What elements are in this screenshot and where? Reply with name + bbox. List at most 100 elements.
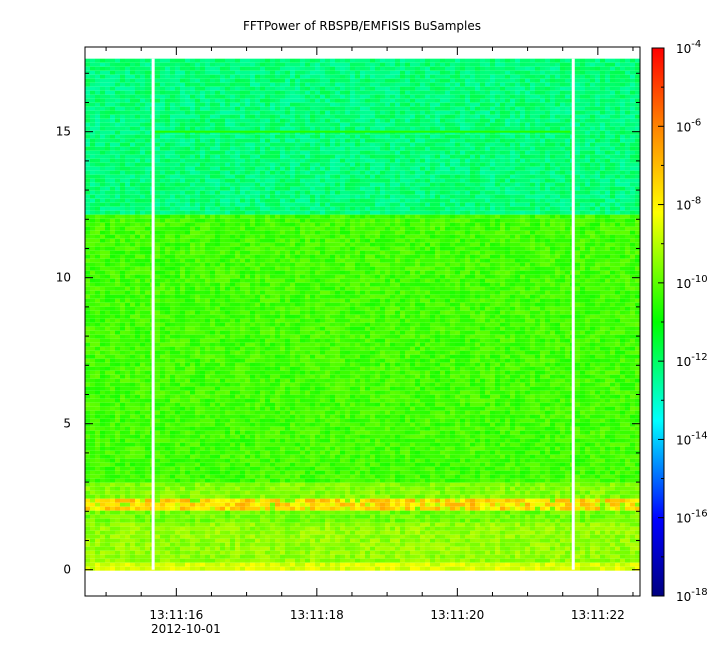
spectrogram-cell	[85, 138, 90, 143]
spectrogram-cell	[255, 118, 260, 123]
spectrogram-cell	[365, 66, 370, 71]
spectrogram-cell	[305, 94, 310, 99]
spectrogram-cell	[600, 70, 605, 75]
spectrogram-cell	[270, 82, 275, 87]
spectrogram-cell	[515, 70, 520, 75]
spectrogram-cell	[270, 62, 275, 67]
spectrogram-cell	[515, 146, 520, 151]
spectrogram-cell	[280, 102, 285, 107]
spectrogram-cell	[470, 162, 475, 167]
spectrogram-cell	[485, 114, 490, 119]
spectrogram-cell	[160, 114, 165, 119]
spectrogram-cell	[145, 62, 150, 67]
spectrogram-cell	[405, 86, 410, 91]
spectrogram-cell	[260, 106, 265, 111]
spectrogram-cell	[325, 226, 330, 231]
spectrogram-cell	[130, 106, 135, 111]
spectrogram-cell	[280, 170, 285, 175]
spectrogram-cell	[115, 178, 120, 183]
spectrogram-cell	[450, 214, 455, 219]
spectrogram-cell	[460, 154, 465, 159]
spectrogram-cell	[605, 58, 610, 63]
spectrogram-cell	[460, 206, 465, 211]
spectrogram-cell	[395, 114, 400, 119]
spectrogram-cell	[445, 234, 450, 239]
spectrogram-cell	[130, 218, 135, 223]
spectrogram-cell	[255, 58, 260, 63]
spectrogram-cell	[550, 222, 555, 227]
spectrogram-cell	[405, 114, 410, 119]
spectrogram-cell	[280, 82, 285, 87]
spectrogram-cell	[315, 110, 320, 115]
spectrogram-cell	[200, 66, 205, 71]
spectrogram-cell	[410, 90, 415, 95]
spectrogram-cell	[575, 78, 580, 83]
spectrogram-cell	[145, 114, 150, 119]
spectrogram-cell	[160, 62, 165, 67]
spectrogram-cell	[105, 90, 110, 95]
spectrogram-cell	[600, 170, 605, 175]
spectrogram-cell	[505, 146, 510, 151]
spectrogram-cell	[575, 98, 580, 103]
spectrogram-cell	[435, 82, 440, 87]
spectrogram-cell	[175, 202, 180, 207]
spectrogram-cell	[500, 166, 505, 171]
spectrogram-cell	[435, 214, 440, 219]
spectrogram-cell	[635, 206, 640, 211]
spectrogram-cell	[400, 114, 405, 119]
spectrogram-cell	[545, 78, 550, 83]
spectrogram-cell	[555, 230, 560, 235]
spectrogram-cell	[370, 86, 375, 91]
spectrogram-cell	[110, 94, 115, 99]
spectrogram-cell	[345, 182, 350, 187]
spectrogram-cell	[435, 178, 440, 183]
spectrogram-cell	[480, 186, 485, 191]
spectrogram-cell	[410, 98, 415, 103]
spectrogram-cell	[600, 206, 605, 211]
spectrogram-cell	[90, 150, 95, 155]
spectrogram-cell	[185, 118, 190, 123]
spectrogram-cell	[515, 222, 520, 227]
spectrogram-cell	[220, 138, 225, 143]
spectrogram-cell	[320, 194, 325, 199]
spectrogram-cell	[210, 134, 215, 139]
spectrogram-cell	[335, 206, 340, 211]
spectrogram-cell	[400, 182, 405, 187]
spectrogram-cell	[405, 170, 410, 175]
spectrogram-cell	[430, 230, 435, 235]
spectrogram-cell	[105, 62, 110, 67]
spectrogram-cell	[465, 158, 470, 163]
spectrogram-cell	[245, 66, 250, 71]
spectrogram-cell	[625, 174, 630, 179]
spectrogram-cell	[550, 182, 555, 187]
spectrogram-cell	[540, 234, 545, 239]
spectrogram-cell	[465, 202, 470, 207]
spectrogram-cell	[220, 118, 225, 123]
spectrogram-cell	[210, 190, 215, 195]
spectrogram-cell	[175, 138, 180, 143]
spectrogram-cell	[330, 78, 335, 83]
spectrogram-cell	[440, 106, 445, 111]
spectrogram-cell	[215, 98, 220, 103]
spectrogram-cell	[490, 122, 495, 127]
spectrogram-cell	[215, 142, 220, 147]
spectrogram-cell	[480, 222, 485, 227]
spectrogram-cell	[365, 170, 370, 175]
spectrogram-cell	[615, 194, 620, 199]
spectrogram-cell	[510, 166, 515, 171]
spectrogram-cell	[605, 222, 610, 227]
spectrogram-cell	[110, 70, 115, 75]
spectrogram-cell	[520, 170, 525, 175]
spectrogram-cell	[615, 186, 620, 191]
spectrogram-cell	[465, 226, 470, 231]
spectrogram-cell	[350, 110, 355, 115]
spectrogram-cell	[330, 122, 335, 127]
spectrogram-cell	[630, 178, 635, 183]
spectrogram-cell	[255, 190, 260, 195]
spectrogram-cell	[305, 86, 310, 91]
spectrogram-cell	[495, 150, 500, 155]
spectrogram-cell	[105, 174, 110, 179]
spectrogram-cell	[435, 134, 440, 139]
spectrogram-cell	[605, 234, 610, 239]
spectrogram-cell	[155, 170, 160, 175]
